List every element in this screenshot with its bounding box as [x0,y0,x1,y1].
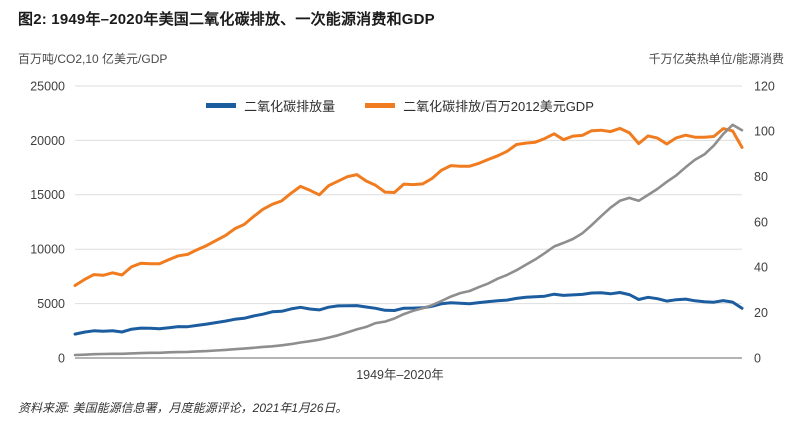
right-axis-tick-label: 40 [754,261,768,275]
right-axis-tick-label: 80 [754,170,768,184]
chart-title: 图2: 1949年–2020年美国二氧化碳排放、一次能源消费和GDP [18,11,435,28]
right-axis-tick-label: 20 [754,306,768,320]
right-axis-tick-label: 120 [754,79,775,93]
source-note: 资料来源: 美国能源信息署，月度能源评论，2021年1月26日。 [18,401,348,415]
series-line-1 [73,126,744,287]
left-axis-tick-label: 15000 [30,188,65,202]
x-axis-label: 1949年–2020年 [356,368,444,382]
right-axis-tick-label: 60 [754,215,768,229]
right-axis-unit-label: 千万亿英热单位/能源消费 [648,52,784,66]
right-axis-tick-label: 0 [754,351,761,365]
series-line-0 [73,291,744,336]
left-axis-unit-label: 百万吨/CO2,10 亿美元/GDP [18,52,168,66]
left-axis-tick-label: 10000 [30,243,65,257]
series-line-2 [73,123,744,357]
right-axis-tick-label: 100 [754,125,775,139]
left-axis-tick-label: 25000 [30,79,65,93]
chart-canvas: 0 5000 10000 15000 20000 25000 0 20 40 60 80 100 120 [30,79,775,365]
left-axis-tick-label: 5000 [37,297,65,311]
left-axis-tick-label: 20000 [30,134,65,148]
left-axis-tick-label: 0 [58,351,65,365]
